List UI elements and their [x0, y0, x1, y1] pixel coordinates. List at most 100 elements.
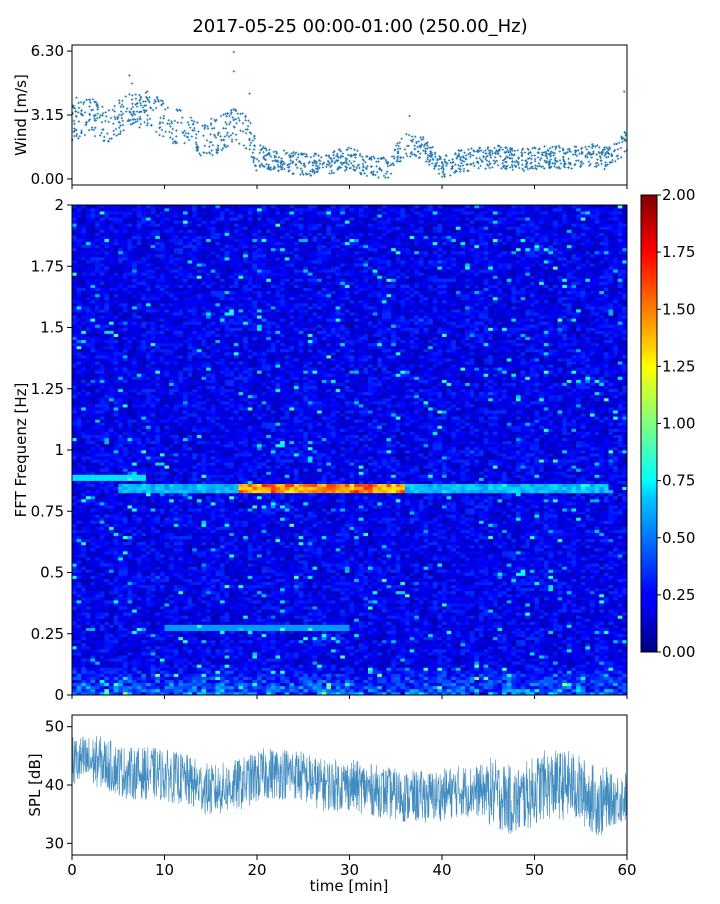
spectrogram-cell	[609, 680, 614, 683]
spectrogram-cell	[317, 643, 322, 646]
spectrogram-cell	[498, 646, 503, 649]
spectrogram-cell	[72, 664, 77, 667]
spectrogram-cell	[308, 689, 313, 692]
spectrogram-cell	[507, 640, 512, 643]
spectrogram-cell	[590, 677, 595, 680]
spectrogram-cell	[595, 667, 600, 670]
spectrogram-cell	[437, 667, 442, 670]
spectrogram-cell	[234, 649, 239, 652]
spectrogram-cell	[493, 661, 498, 664]
spectrogram-cell	[350, 671, 355, 674]
spectrogram-cell	[350, 689, 355, 692]
spectrogram-cell	[280, 643, 285, 646]
spectrogram-cell	[239, 683, 244, 686]
spectrogram-cell	[132, 683, 137, 686]
spectrogram-cell	[266, 646, 271, 649]
spectrogram-cell	[151, 655, 156, 658]
spectrogram-cell	[174, 677, 179, 680]
spectrogram-cell	[424, 686, 429, 689]
spectrogram-cell	[567, 683, 572, 686]
spectrogram-cell	[382, 640, 387, 643]
spectrogram-cell	[590, 664, 595, 667]
spectrogram-cell	[474, 649, 479, 652]
spectrogram-cell	[465, 689, 470, 692]
spectrogram-cell	[470, 689, 475, 692]
spectrogram-cell	[252, 661, 257, 664]
spectrogram-cell	[243, 689, 248, 692]
spectrogram-cell	[151, 689, 156, 692]
spectrogram-cell	[447, 640, 452, 643]
spectrogram-cell	[530, 680, 535, 683]
spectrogram-cell	[280, 655, 285, 658]
spectrogram-cell	[451, 686, 456, 689]
spectrogram-cell	[507, 664, 512, 667]
spectrogram-cell	[391, 689, 396, 692]
spectrogram-cell	[548, 680, 553, 683]
spectrogram-cell	[387, 686, 392, 689]
spectrogram-cell	[118, 652, 123, 655]
spectrogram-cell	[262, 667, 267, 670]
spectrogram-cell	[183, 674, 188, 677]
spectrogram-cell	[410, 655, 415, 658]
spectrogram-cell	[326, 646, 331, 649]
spectrogram-cell	[234, 655, 239, 658]
spectrogram-cell	[340, 661, 345, 664]
spectrogram-cell	[252, 677, 257, 680]
spectrogram-cell	[160, 677, 165, 680]
spectrogram-cell	[377, 677, 382, 680]
spectrogram-cell	[326, 652, 331, 655]
spectrogram-cell	[225, 664, 230, 667]
spectrogram-cell	[146, 686, 151, 689]
spectrogram-cell	[539, 674, 544, 677]
spectrogram-cell	[553, 683, 558, 686]
spectrogram-cell	[447, 677, 452, 680]
spectrogram-cell	[442, 667, 447, 670]
spectrogram-cell	[609, 671, 614, 674]
spectrogram-cell	[433, 655, 438, 658]
spectrogram-cell	[239, 661, 244, 664]
spectrogram-cell	[604, 661, 609, 664]
spectrogram-cell	[271, 674, 276, 677]
spectrogram-cell	[525, 649, 530, 652]
spectrogram-cell	[299, 664, 304, 667]
spectrogram-cell	[604, 671, 609, 674]
spectrogram-cell	[123, 652, 128, 655]
spectrogram-cell	[521, 658, 526, 661]
spectrogram-cell	[567, 646, 572, 649]
spectrogram-cell	[396, 643, 401, 646]
spectrogram-cell	[243, 658, 248, 661]
spectrogram-cell	[377, 689, 382, 692]
spectrogram-cell	[553, 689, 558, 692]
spectrogram-cell	[572, 683, 577, 686]
spectrogram-cell	[271, 686, 276, 689]
spectrogram-cell	[141, 683, 146, 686]
spectrogram-cell	[387, 667, 392, 670]
spectrogram-cell	[530, 674, 535, 677]
spectrogram-cell	[308, 683, 313, 686]
spectrogram-cell	[192, 658, 197, 661]
spectrogram-cell	[502, 689, 507, 692]
spectrogram-cell	[262, 643, 267, 646]
spectrogram-cell	[419, 677, 424, 680]
spectrogram-cell	[118, 686, 123, 689]
spectrogram-cell	[465, 686, 470, 689]
spectrogram-cell	[479, 640, 484, 643]
spectrogram-cell	[128, 643, 133, 646]
spectrogram-cell	[151, 664, 156, 667]
spectrogram-cell	[303, 683, 308, 686]
spectrogram-cell	[215, 649, 220, 652]
spectrogram-cell	[229, 677, 234, 680]
spectrogram-cell	[553, 664, 558, 667]
spectrogram-cell	[511, 664, 516, 667]
spectrogram-cell	[558, 652, 563, 655]
spectrogram-cell	[165, 664, 170, 667]
spectrogram-cell	[132, 658, 137, 661]
spectrogram-cell	[313, 677, 318, 680]
spectrogram-cell	[609, 655, 614, 658]
spectrogram-cell	[118, 649, 123, 652]
spectrogram-cell	[262, 664, 267, 667]
spectrogram-cell	[400, 643, 405, 646]
spectrogram-cell	[442, 646, 447, 649]
spectrogram-cell	[211, 646, 216, 649]
spectrogram-cell	[202, 686, 207, 689]
